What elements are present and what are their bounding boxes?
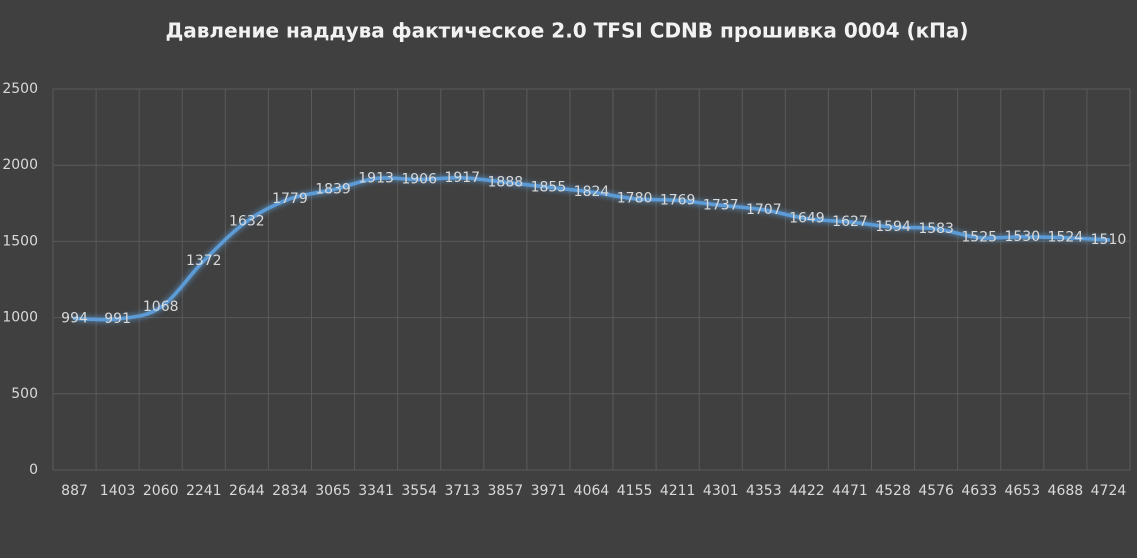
line bbox=[72, 176, 1111, 322]
data-label: 1372 bbox=[186, 253, 222, 269]
data-label: 1855 bbox=[531, 179, 567, 195]
x-tick-label: 3971 bbox=[531, 483, 567, 499]
data-label: 1839 bbox=[315, 182, 351, 198]
chart-title: Давление наддува фактическое 2.0 TFSI CD… bbox=[165, 19, 968, 43]
x-tick-label: 4155 bbox=[617, 483, 653, 499]
x-tick-label: 4576 bbox=[918, 483, 954, 499]
x-tick-label: 4353 bbox=[746, 483, 782, 499]
data-label: 1068 bbox=[143, 299, 179, 315]
x-tick-label: 3554 bbox=[401, 483, 437, 499]
x-tick-label: 4633 bbox=[961, 483, 997, 499]
x-tick-label: 4064 bbox=[574, 483, 610, 499]
x-tick-label: 4724 bbox=[1091, 483, 1127, 499]
y-tick-label: 500 bbox=[11, 386, 38, 402]
y-tick-label: 2500 bbox=[2, 81, 38, 97]
data-label: 1530 bbox=[1004, 229, 1040, 245]
data-label: 1510 bbox=[1091, 232, 1127, 248]
x-tick-label: 3065 bbox=[315, 483, 351, 499]
data-label: 1525 bbox=[961, 230, 997, 246]
x-tick-label: 3713 bbox=[444, 483, 480, 499]
data-label: 1632 bbox=[229, 213, 265, 229]
y-tick-label: 1000 bbox=[2, 310, 38, 326]
data-label: 1913 bbox=[358, 170, 394, 186]
data-label: 1780 bbox=[617, 191, 653, 207]
x-tick-label: 4688 bbox=[1048, 483, 1084, 499]
data-label: 1737 bbox=[703, 197, 739, 213]
data-label: 1888 bbox=[488, 174, 524, 190]
data-label: 1524 bbox=[1048, 230, 1084, 246]
data-label: 1707 bbox=[746, 202, 782, 218]
data-label: 1594 bbox=[875, 219, 911, 235]
data-label: 1583 bbox=[918, 221, 954, 237]
x-tick-label: 2834 bbox=[272, 483, 308, 499]
x-tick-label: 1403 bbox=[100, 483, 136, 499]
data-label: 1649 bbox=[789, 211, 825, 227]
x-tick-label: 4422 bbox=[789, 483, 825, 499]
x-tick-label: 2644 bbox=[229, 483, 265, 499]
data-label: 1824 bbox=[574, 184, 610, 200]
data-label: 1627 bbox=[832, 214, 868, 230]
data-label: 1917 bbox=[444, 170, 480, 186]
x-tick-label: 2241 bbox=[186, 483, 222, 499]
y-tick-label: 0 bbox=[29, 462, 38, 478]
data-label: 1769 bbox=[660, 192, 696, 208]
x-tick-label: 4653 bbox=[1004, 483, 1040, 499]
x-tick-label: 4528 bbox=[875, 483, 911, 499]
y-tick-label: 2000 bbox=[2, 157, 38, 173]
x-tick-label: 3341 bbox=[358, 483, 394, 499]
x-tick-label: 2060 bbox=[143, 483, 179, 499]
x-tick-label: 4301 bbox=[703, 483, 739, 499]
x-tick-label: 4471 bbox=[832, 483, 868, 499]
data-label: 1779 bbox=[272, 191, 308, 207]
x-tick-label: 887 bbox=[61, 483, 88, 499]
data-label: 994 bbox=[61, 311, 88, 327]
x-tick-label: 4211 bbox=[660, 483, 696, 499]
data-label: 1906 bbox=[401, 172, 437, 188]
data-label: 991 bbox=[104, 311, 131, 327]
x-tick-label: 3857 bbox=[488, 483, 524, 499]
y-tick-label: 1500 bbox=[2, 233, 38, 249]
